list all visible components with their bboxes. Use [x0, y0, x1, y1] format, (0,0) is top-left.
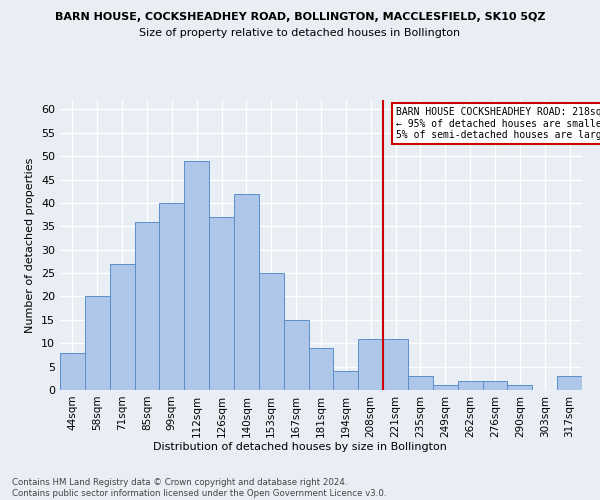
Bar — [209, 217, 234, 390]
Text: Size of property relative to detached houses in Bollington: Size of property relative to detached ho… — [139, 28, 461, 38]
Text: BARN HOUSE, COCKSHEADHEY ROAD, BOLLINGTON, MACCLESFIELD, SK10 5QZ: BARN HOUSE, COCKSHEADHEY ROAD, BOLLINGTO… — [55, 12, 545, 22]
Bar — [308, 348, 334, 390]
Bar — [433, 386, 458, 390]
Bar — [557, 376, 582, 390]
Bar — [482, 380, 508, 390]
Bar — [334, 372, 358, 390]
Y-axis label: Number of detached properties: Number of detached properties — [25, 158, 35, 332]
Bar — [259, 273, 284, 390]
Bar — [458, 380, 482, 390]
Bar — [184, 161, 209, 390]
Text: BARN HOUSE COCKSHEADHEY ROAD: 218sqm
← 95% of detached houses are smaller (318)
: BARN HOUSE COCKSHEADHEY ROAD: 218sqm ← 9… — [395, 107, 600, 140]
Bar — [234, 194, 259, 390]
Bar — [408, 376, 433, 390]
Bar — [383, 338, 408, 390]
Bar — [110, 264, 134, 390]
Bar — [160, 203, 184, 390]
Bar — [508, 386, 532, 390]
Bar — [60, 352, 85, 390]
Bar — [134, 222, 160, 390]
Text: Contains HM Land Registry data © Crown copyright and database right 2024.
Contai: Contains HM Land Registry data © Crown c… — [12, 478, 386, 498]
Bar — [358, 338, 383, 390]
Text: Distribution of detached houses by size in Bollington: Distribution of detached houses by size … — [153, 442, 447, 452]
Bar — [284, 320, 308, 390]
Bar — [85, 296, 110, 390]
